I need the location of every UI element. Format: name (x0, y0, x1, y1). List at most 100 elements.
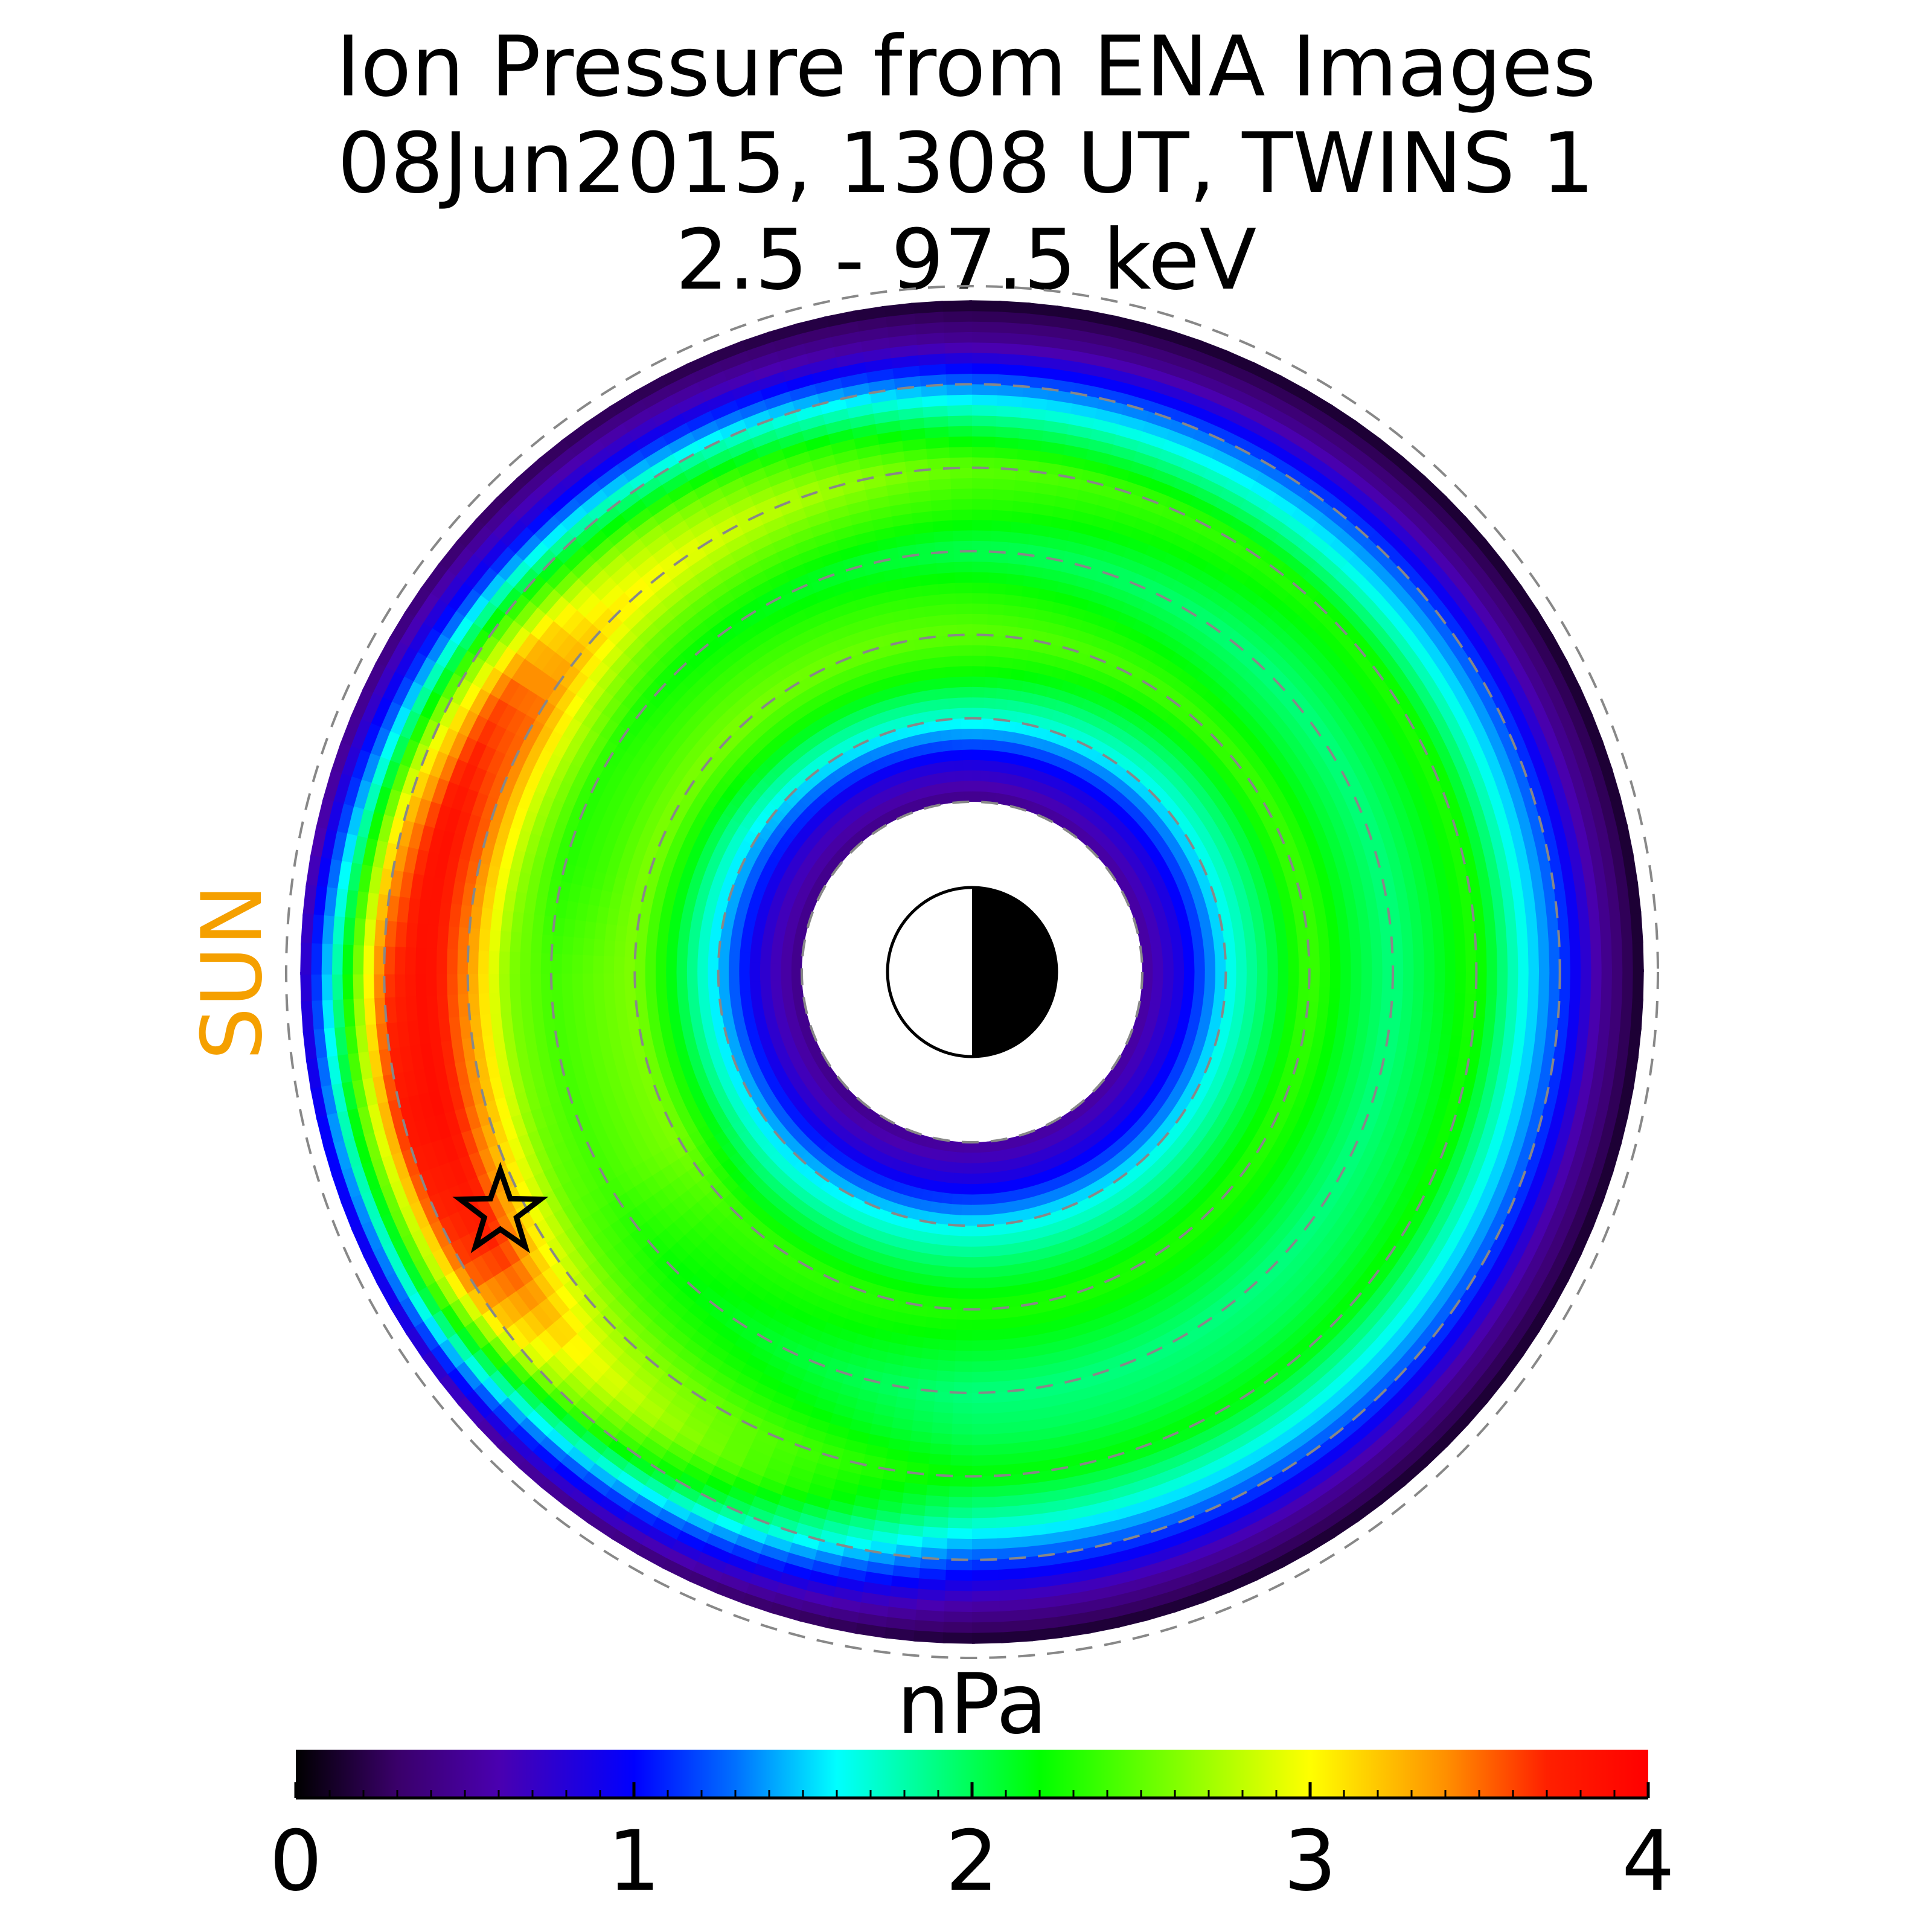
heatmap-cell (580, 831, 597, 854)
heatmap-cell (1281, 900, 1294, 917)
heatmap-cell (948, 488, 972, 500)
heatmap-cell (1123, 1289, 1144, 1307)
heatmap-cell (935, 1381, 956, 1393)
heatmap-cell (1232, 1005, 1246, 1020)
heatmap-cell (1173, 971, 1185, 982)
heatmap-cell (696, 1239, 717, 1261)
heatmap-cell (926, 1221, 940, 1235)
heatmap-cell (770, 963, 781, 973)
heatmap-cell (625, 1186, 645, 1209)
heatmap-cell (840, 610, 862, 627)
heatmap-cell (1008, 1378, 1029, 1392)
heatmap-cell (635, 721, 655, 744)
heatmap-cell (760, 990, 773, 1001)
heatmap-cell (811, 1306, 833, 1323)
heatmap-cell (1243, 1100, 1260, 1119)
heatmap-cell (1194, 898, 1208, 912)
heatmap-cell (720, 927, 733, 941)
heatmap-cell (1285, 998, 1299, 1015)
heatmap-cell (456, 949, 469, 974)
heatmap-cell (563, 1006, 576, 1028)
heatmap-cell (837, 679, 856, 696)
heatmap-cell (761, 935, 774, 947)
heatmap-cell (1052, 590, 1073, 606)
heatmap-cell (875, 802, 889, 816)
heatmap-cell (1038, 1267, 1055, 1282)
heatmap-cell (697, 960, 708, 973)
heatmap-cell (1264, 759, 1284, 780)
heatmap-cell (906, 1260, 922, 1275)
heatmap-cell (1213, 938, 1226, 951)
heatmap-cell (780, 972, 792, 982)
heatmap-cell (699, 819, 717, 837)
heatmap-cell (1312, 825, 1329, 846)
heatmap-cell (939, 613, 957, 626)
heatmap-cell (953, 1382, 974, 1393)
heatmap-cell (1352, 1038, 1367, 1059)
heatmap-cell (709, 926, 723, 940)
heatmap-cell (1225, 959, 1237, 972)
heatmap-cell (1251, 1214, 1272, 1236)
heatmap-cell (738, 952, 750, 964)
heatmap-cell (1017, 606, 1037, 619)
heatmap-cell (678, 920, 691, 936)
heatmap-cell (970, 613, 988, 625)
heatmap-cell (972, 1454, 996, 1467)
heatmap-cell (962, 1194, 973, 1206)
heatmap-cell (929, 656, 945, 669)
heatmap-cell (571, 972, 583, 991)
heatmap-cell (519, 932, 533, 955)
heatmap-cell (765, 670, 785, 688)
heatmap-cell (1326, 922, 1340, 941)
heatmap-cell (834, 703, 852, 720)
heatmap-cell (1025, 788, 1038, 802)
heatmap-cell (825, 1243, 844, 1260)
heatmap-cell (1249, 1088, 1265, 1106)
heatmap-cell (970, 644, 987, 656)
heatmap-cell (530, 991, 543, 1012)
heatmap-cell (972, 1298, 988, 1310)
heatmap-cell (1207, 1217, 1227, 1236)
heatmap-cell (1145, 661, 1165, 679)
heatmap-cell (1023, 766, 1036, 780)
heatmap-cell (612, 1117, 630, 1139)
heatmap-cell (660, 1025, 674, 1042)
heatmap-cell (1004, 773, 1016, 785)
heatmap-cell (661, 1249, 683, 1271)
heatmap-cell (970, 561, 990, 573)
heatmap-cell (1011, 732, 1025, 745)
heatmap-cell (1434, 949, 1446, 972)
heatmap-cell (883, 1362, 904, 1377)
heatmap-cell (717, 972, 729, 985)
heatmap-cell (1222, 1258, 1244, 1279)
heatmap-cell (706, 1040, 721, 1056)
heatmap-cell (1121, 1324, 1143, 1342)
heatmap-cell (876, 1318, 896, 1333)
heatmap-cell (911, 1304, 930, 1318)
heatmap-cell (1151, 1308, 1174, 1328)
heatmap-cell (1101, 1322, 1123, 1339)
heatmap-cell (627, 1207, 648, 1230)
heatmap-cell (934, 761, 946, 774)
heatmap-cell (885, 1352, 906, 1367)
heatmap-cell (1057, 1283, 1075, 1299)
heatmap-cell (676, 1048, 691, 1066)
heatmap-cell (948, 708, 961, 720)
heatmap-cell (1043, 1372, 1065, 1387)
heatmap-cell (1316, 1115, 1333, 1137)
heatmap-cell (678, 1009, 692, 1025)
heatmap-cell (708, 1278, 730, 1299)
heatmap-cell (529, 953, 542, 974)
heatmap-cell (1303, 910, 1317, 929)
heatmap-cell (1247, 1233, 1268, 1255)
heatmap-cell (1253, 727, 1273, 748)
heatmap-cell (972, 1403, 993, 1415)
heatmap-cell (1164, 686, 1185, 705)
heatmap-cell (925, 1136, 936, 1150)
heatmap-cell (1306, 1000, 1319, 1018)
heatmap-cell (961, 1215, 973, 1227)
heatmap-cell (1118, 646, 1138, 664)
heatmap-cell (1358, 918, 1371, 938)
heatmap-cell (1200, 635, 1223, 655)
heatmap-cell (1262, 1248, 1284, 1270)
